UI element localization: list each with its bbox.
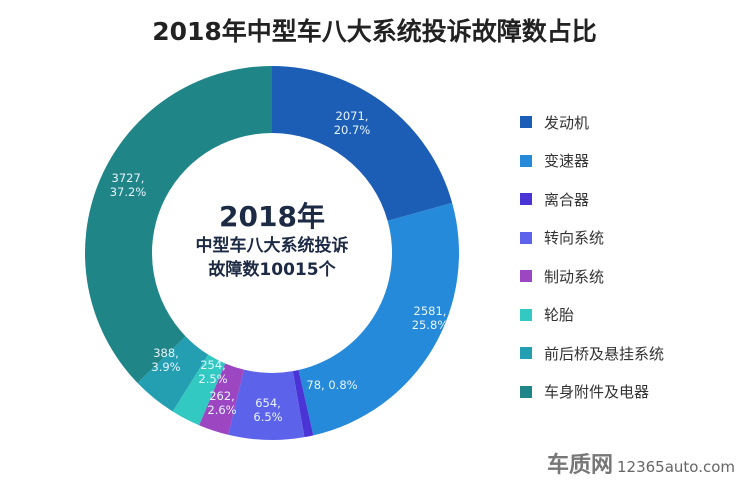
slice-4 [199,363,244,435]
legend-label: 变速器 [544,152,590,171]
legend-swatch [520,270,532,283]
slice-label-5: 254, 2.5% [198,358,227,386]
legend-label: 制动系统 [544,267,605,286]
legend-label: 前后桥及悬挂系统 [544,344,665,363]
legend-item-6: 前后桥及悬挂系统 [520,334,664,373]
legend-item-0: 发动机 [520,103,664,142]
slice-label-3: 654, 6.5% [253,396,282,424]
slice-7 [85,66,272,383]
center-year: 2018年 [219,200,325,233]
legend-swatch [520,193,532,206]
legend-item-5: 轮胎 [520,296,664,335]
legend-label: 轮胎 [544,306,575,325]
slice-label-6: 388, 3.9% [151,346,180,374]
legend-swatch [520,385,532,398]
slice-label-2: 78, 0.8% [306,378,357,392]
legend-label: 离合器 [544,190,590,209]
legend-label: 转向系统 [544,229,605,248]
slice-2 [292,370,314,438]
legend-item-1: 变速器 [520,142,664,181]
slice-label-7: 3727, 37.2% [110,171,147,199]
legend-swatch [520,347,532,360]
legend-label: 发动机 [544,113,590,132]
slice-label-1: 2581, 25.8% [412,304,449,332]
center-text: 2018年 中型车八大系统投诉 故障数10015个 [172,200,372,282]
legend-label: 车身附件及电器 [544,383,650,402]
center-line1: 中型车八大系统投诉 [195,236,349,256]
legend-swatch [520,116,532,129]
watermark-site: 12365auto.com [616,458,735,476]
legend-swatch [520,231,532,244]
watermark-logo: 车质网 [546,453,613,478]
center-line2: 故障数10015个 [208,260,336,280]
slice-5 [172,354,226,426]
legend-item-7: 车身附件及电器 [520,373,664,412]
slice-6 [137,336,209,412]
chart-title: 2018年中型车八大系统投诉故障数占比 [152,17,597,46]
slice-3 [228,369,305,440]
legend-swatch [520,154,532,167]
slice-1 [298,202,459,436]
legend-item-3: 转向系统 [520,219,664,258]
legend-swatch [520,308,532,321]
slice-0 [272,66,453,221]
legend-item-4: 制动系统 [520,257,664,296]
slice-label-0: 2071, 20.7% [334,109,371,137]
legend-item-2: 离合器 [520,180,664,219]
slice-label-4: 262, 2.6% [207,389,236,417]
legend: 发动机变速器离合器转向系统制动系统轮胎前后桥及悬挂系统 车身附件及电器 [520,103,664,411]
watermark: 车质网 12365auto.com [547,447,735,479]
